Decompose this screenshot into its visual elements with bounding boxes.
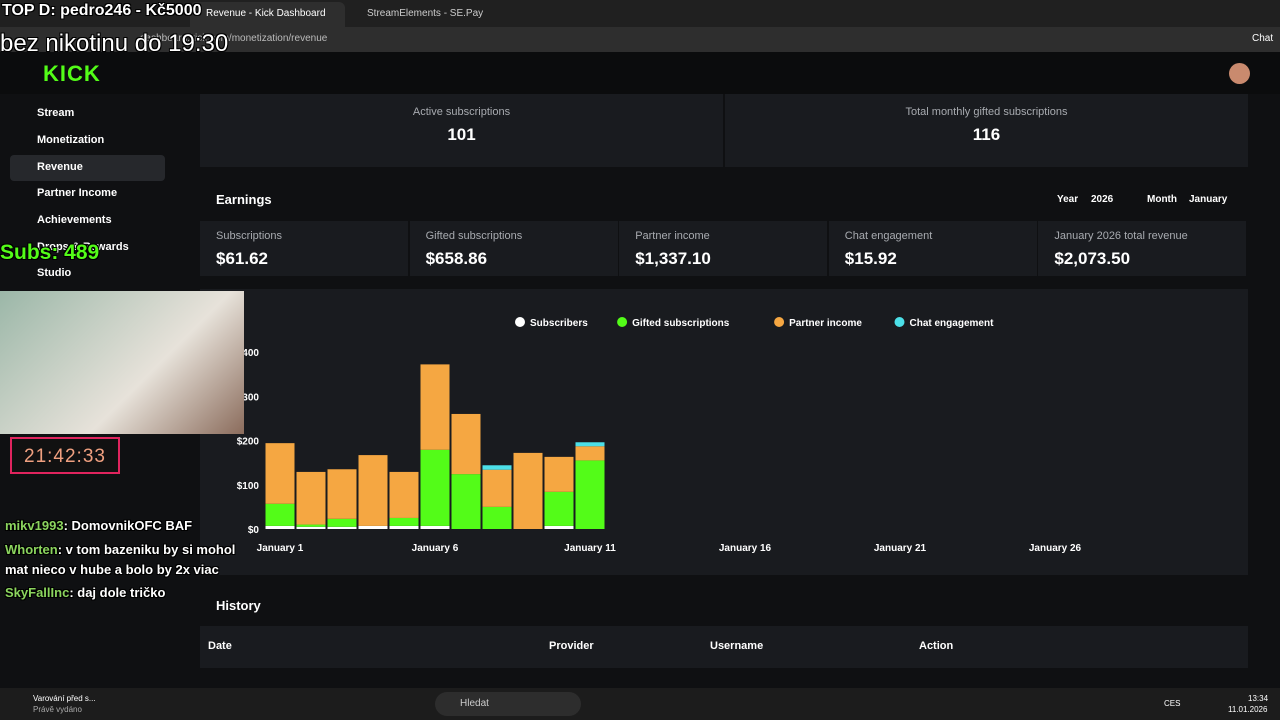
date: 11.01.2026 bbox=[1228, 705, 1267, 714]
search-text: Hledat bbox=[460, 698, 489, 709]
lang[interactable]: CES bbox=[1164, 699, 1180, 708]
timer: 21:42:33 bbox=[12, 446, 118, 468]
chat-user: Whorten bbox=[5, 542, 58, 557]
chat-text: : DomovnikOFC BAF bbox=[64, 518, 193, 533]
timer-box: 21:42:33 bbox=[10, 437, 120, 474]
chat-user: mikv1993 bbox=[5, 518, 64, 533]
taskbar: Varování před s... Právě vydáno Hledat C… bbox=[0, 688, 1280, 720]
goal-text: bez nikotinu do 19:30 bbox=[0, 30, 228, 58]
time: 13:34 bbox=[1248, 694, 1268, 703]
chat-message: Whorten: v tom bazeniku by si mohol mat … bbox=[5, 540, 250, 580]
chat-user: SkyFallInc bbox=[5, 585, 69, 600]
chat-message: mikv1993: DomovnikOFC BAF bbox=[5, 516, 250, 536]
chat-text: : daj dole tričko bbox=[69, 585, 165, 600]
notification-title[interactable]: Varování před s... bbox=[33, 694, 96, 703]
subs-count: Subs: 489 bbox=[0, 241, 99, 265]
search-box[interactable]: Hledat bbox=[435, 692, 581, 716]
notification-sub: Právě vydáno bbox=[33, 705, 82, 714]
webcam bbox=[0, 291, 244, 434]
chat-message: SkyFallInc: daj dole tričko bbox=[5, 583, 250, 603]
top-donor: TOP D: pedro246 - Kč5000 bbox=[2, 2, 202, 20]
